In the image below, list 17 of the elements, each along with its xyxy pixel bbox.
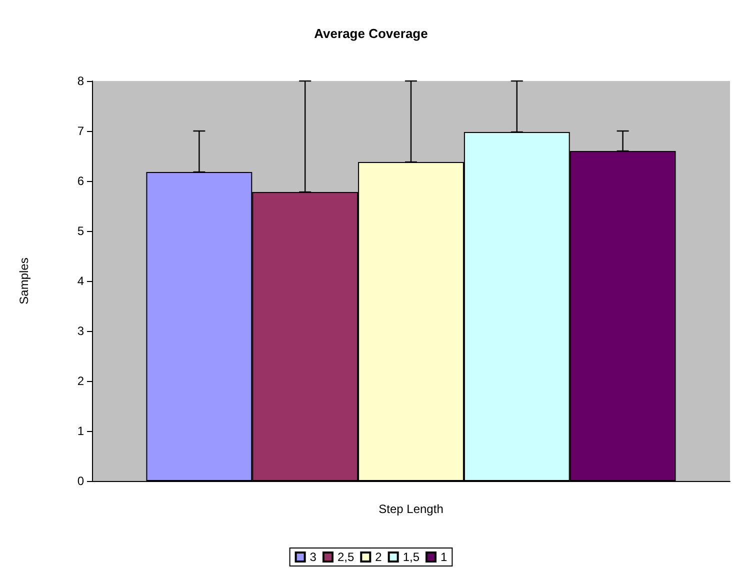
y-tick-label: 7 [77,124,84,138]
x-axis-title: Step Length [378,502,444,516]
y-tick-label: 4 [77,274,84,288]
y-tick-label: 3 [77,324,84,338]
y-tick-label: 1 [77,424,84,438]
legend-label: 2,5 [337,550,354,564]
y-tick-label: 2 [77,374,84,388]
legend-label: 2 [375,550,382,564]
legend-label: 1 [440,550,448,564]
y-tick-label: 0 [77,474,84,488]
y-axis-title: Samples [17,258,31,304]
y-tick-label: 5 [77,224,84,238]
legend-label: 3 [310,550,317,564]
legend-label: 1,5 [402,550,420,564]
y-tick-label: 8 [77,74,84,88]
y-tick-label: 6 [77,174,84,188]
chart-title: Average Coverage [314,26,428,41]
